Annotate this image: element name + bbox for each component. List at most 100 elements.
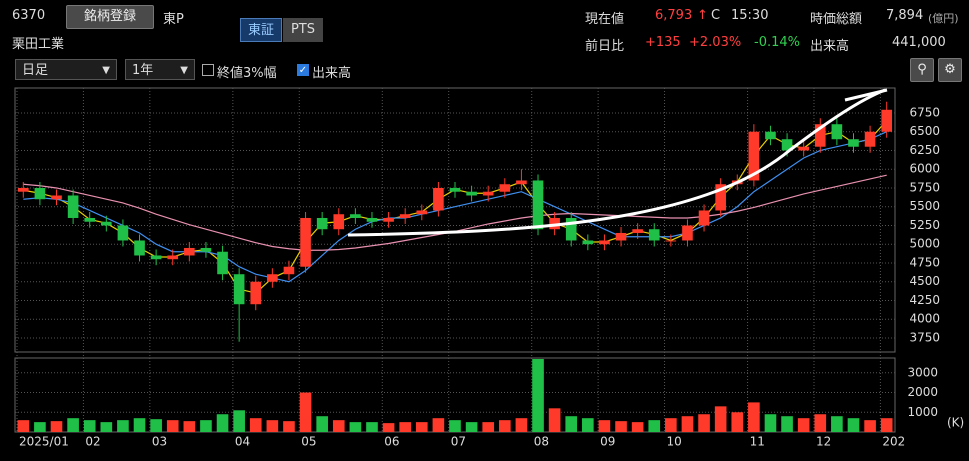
volume-bar — [615, 421, 627, 432]
candle-body — [67, 195, 79, 218]
candle-body — [383, 217, 394, 222]
volume-bar — [366, 422, 378, 432]
x-tick-label: 10 — [667, 435, 682, 449]
trend-arrow-head — [844, 88, 888, 102]
x-tick-label: 02 — [85, 435, 100, 449]
volume-bar — [183, 421, 196, 432]
candle-body — [333, 214, 345, 230]
volume-bar — [831, 416, 843, 432]
volume-bar — [233, 410, 245, 432]
volume-bar — [449, 420, 461, 432]
volume-bar — [482, 422, 495, 432]
volume-bar — [631, 422, 644, 432]
volume-bar — [266, 420, 279, 432]
volume-bar — [117, 420, 129, 432]
price-arrow: ↑ — [697, 8, 708, 23]
volume-unit: (K) — [947, 416, 964, 430]
volume-bar — [499, 420, 511, 432]
exchange-tab[interactable]: PTS — [283, 18, 323, 42]
volume-bar — [415, 422, 428, 432]
dropdown-arrow: ▼ — [102, 65, 110, 76]
y-tick-label: 5000 — [909, 237, 940, 251]
x-tick-label: 07 — [451, 435, 466, 449]
candle-body — [582, 240, 594, 245]
moving-average — [23, 174, 887, 251]
volume-bar — [748, 402, 760, 432]
exchange-tab[interactable]: 東証 — [240, 18, 282, 42]
volume-bar — [349, 422, 362, 432]
volume-bar — [764, 414, 777, 432]
market-cap-label: 時価総額 — [810, 12, 863, 27]
candle-body — [267, 274, 278, 282]
checkbox-checked[interactable]: ✓ — [297, 64, 309, 76]
volume-bar — [698, 414, 710, 432]
y-tick-label: 6250 — [909, 143, 940, 157]
candle-body — [848, 139, 859, 147]
candle-body — [748, 131, 760, 181]
interval-select[interactable]: 日足 ▼ — [15, 59, 117, 80]
y-tick-label: 4250 — [909, 293, 940, 307]
candle-body — [499, 184, 511, 192]
period-select[interactable]: 1年 ▼ — [125, 59, 195, 80]
volume-bar — [216, 414, 229, 432]
candle-body — [648, 229, 660, 241]
volume-bar — [465, 422, 478, 432]
y-tick-label: 5750 — [909, 180, 940, 194]
settings-button[interactable]: ⚙ — [938, 58, 962, 82]
candle-body — [864, 131, 876, 147]
x-tick-label: 04 — [235, 435, 250, 449]
volume-bar — [332, 420, 345, 432]
other-pct: -0.14% — [754, 35, 800, 50]
volume-bar — [166, 420, 179, 432]
volume-bar — [50, 421, 63, 432]
volume-bar — [150, 419, 162, 432]
x-tick-label: 06 — [384, 435, 399, 449]
volume-bar — [714, 406, 727, 432]
change: +135 — [645, 35, 681, 50]
volume-bar — [582, 418, 594, 432]
y-tick-label: 4000 — [909, 312, 940, 326]
x-tick-label: 11 — [750, 435, 765, 449]
x-tick-label: 202 — [882, 435, 905, 449]
volume-bar — [316, 416, 328, 432]
checkbox[interactable] — [202, 64, 214, 76]
candle-body — [366, 217, 378, 222]
volume-bar — [864, 420, 876, 432]
volume-bar — [880, 418, 893, 432]
price-label: 現在値 — [585, 12, 625, 27]
y-tick-label: 3750 — [909, 330, 940, 344]
x-tick-label: 12 — [816, 435, 831, 449]
price-flag: C — [711, 8, 721, 23]
volume-bar — [299, 392, 312, 432]
candle-body — [565, 217, 577, 241]
volume-tick-label: 1000 — [907, 405, 938, 419]
candle-body — [84, 217, 96, 222]
candle-body — [17, 187, 29, 192]
volume-bar — [598, 420, 611, 432]
zoom-button[interactable]: ⚲ — [910, 58, 934, 82]
volume-bar — [731, 412, 744, 432]
volume-bar — [34, 422, 46, 432]
candle-body — [831, 124, 843, 140]
register-button[interactable]: 銘柄登録 — [66, 5, 154, 29]
candle-body — [814, 124, 826, 147]
volume-bar — [83, 420, 96, 432]
candle-body — [184, 247, 195, 256]
volume-bar — [681, 416, 694, 432]
volume-bar — [100, 422, 113, 432]
period: 1年 — [132, 63, 154, 78]
checkbox-label: 終値3%幅 — [217, 66, 277, 81]
interval: 日足 — [22, 63, 49, 78]
y-tick-label: 6000 — [909, 162, 940, 176]
y-tick-label: 4750 — [909, 255, 940, 269]
volume-bar — [532, 358, 544, 432]
y-tick-label: 5500 — [909, 199, 940, 213]
company-name: 栗田工業 — [12, 37, 65, 52]
y-tick-label: 4500 — [909, 274, 940, 288]
change-label: 前日比 — [585, 39, 625, 54]
volume-label: 出来高 — [810, 39, 850, 54]
volume-bar — [548, 408, 561, 432]
volume-bar — [432, 418, 445, 432]
x-tick-label: 05 — [301, 435, 316, 449]
candle-body — [283, 266, 295, 275]
